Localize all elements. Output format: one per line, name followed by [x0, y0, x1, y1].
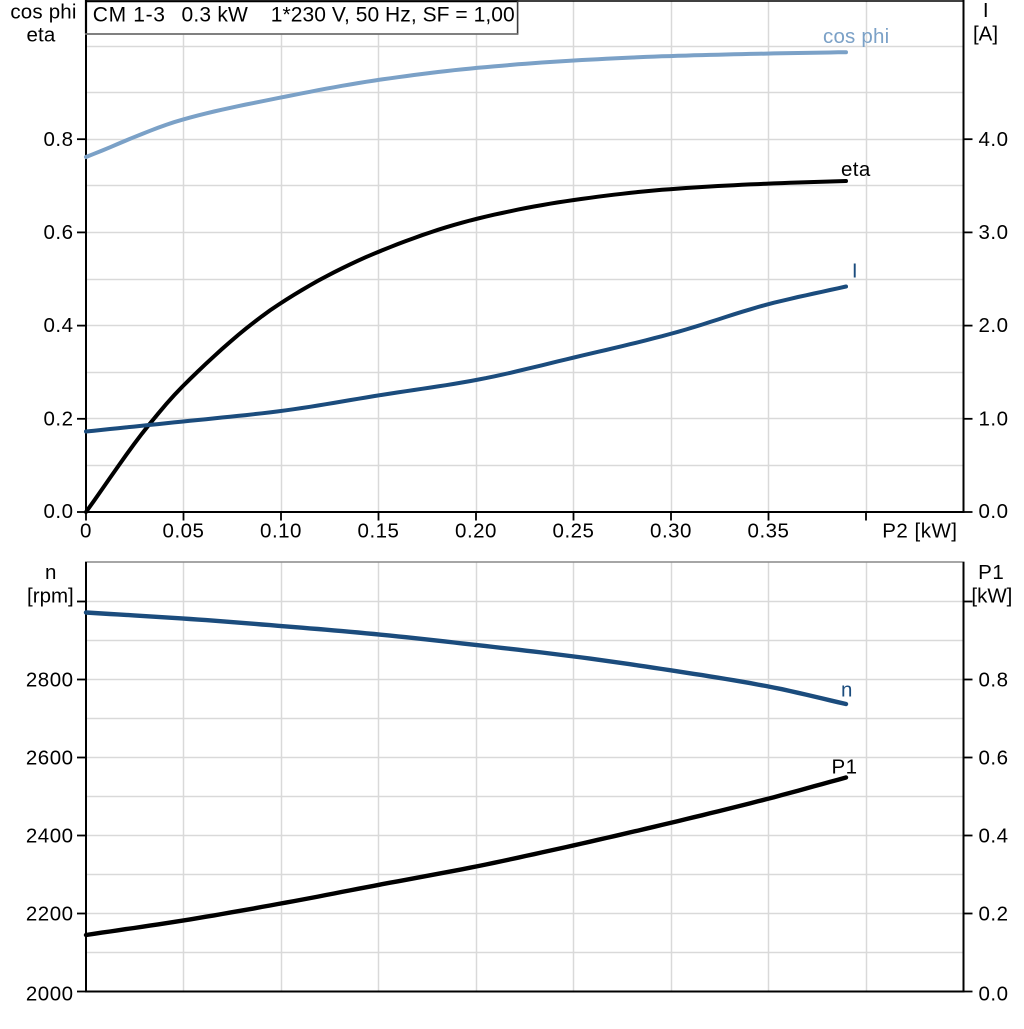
svg-text:eta: eta	[841, 158, 871, 181]
svg-text:[kW]: [kW]	[971, 585, 1012, 608]
svg-text:P2 [kW]: P2 [kW]	[882, 520, 957, 543]
svg-text:P1: P1	[832, 756, 858, 779]
svg-text:CM 1-3: CM 1-3	[93, 4, 166, 27]
svg-text:2200: 2200	[26, 903, 74, 926]
svg-text:0.05: 0.05	[163, 520, 205, 543]
svg-text:0.2: 0.2	[979, 903, 1009, 926]
svg-text:0: 0	[80, 520, 92, 543]
svg-text:0.20: 0.20	[455, 520, 497, 543]
svg-text:[rpm]: [rpm]	[27, 585, 74, 608]
svg-text:I: I	[983, 0, 989, 22]
svg-text:0.0: 0.0	[979, 983, 1009, 1006]
svg-text:0.8: 0.8	[979, 669, 1009, 692]
svg-text:0.2: 0.2	[44, 407, 74, 430]
svg-text:0.6: 0.6	[979, 747, 1009, 770]
svg-text:2800: 2800	[26, 669, 74, 692]
svg-text:n: n	[841, 679, 853, 702]
svg-text:P1: P1	[978, 561, 1004, 584]
svg-text:3.0: 3.0	[979, 221, 1009, 244]
svg-text:cos phi: cos phi	[10, 1, 76, 24]
svg-text:0.15: 0.15	[358, 520, 400, 543]
svg-text:0.4: 0.4	[44, 314, 74, 337]
svg-text:0.35: 0.35	[748, 520, 790, 543]
svg-text:0.0: 0.0	[979, 500, 1009, 523]
svg-text:4.0: 4.0	[979, 128, 1009, 151]
svg-text:2000: 2000	[26, 983, 74, 1006]
svg-text:0.0: 0.0	[44, 500, 74, 523]
svg-text:0.3 kW: 0.3 kW	[182, 4, 249, 27]
svg-text:2400: 2400	[26, 825, 74, 848]
svg-text:cos phi: cos phi	[823, 25, 889, 48]
svg-text:0.6: 0.6	[44, 221, 74, 244]
svg-text:2.0: 2.0	[979, 314, 1009, 337]
svg-text:1.0: 1.0	[979, 407, 1009, 430]
svg-text:1*230 V, 50 Hz, SF = 1,00: 1*230 V, 50 Hz, SF = 1,00	[271, 4, 515, 27]
svg-text:0.30: 0.30	[650, 520, 692, 543]
svg-text:0.10: 0.10	[260, 520, 302, 543]
svg-text:[A]: [A]	[973, 23, 998, 46]
svg-text:I: I	[852, 260, 858, 283]
svg-text:2600: 2600	[26, 747, 74, 770]
svg-text:eta: eta	[26, 23, 55, 46]
svg-text:n: n	[45, 561, 57, 584]
svg-text:0.25: 0.25	[553, 520, 595, 543]
svg-text:0.4: 0.4	[979, 825, 1009, 848]
svg-text:0.8: 0.8	[44, 128, 74, 151]
